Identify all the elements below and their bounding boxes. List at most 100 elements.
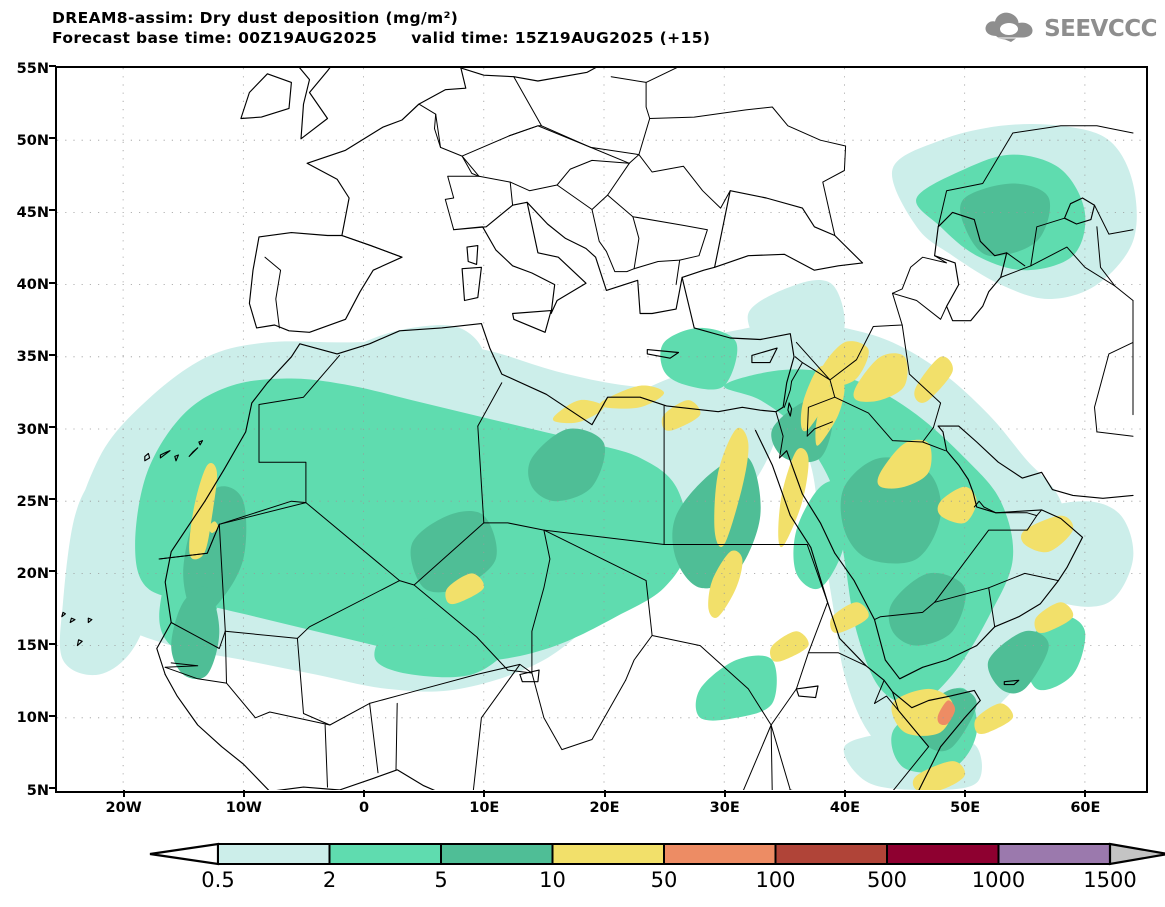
border-mauritania-west	[170, 523, 226, 649]
coastline-britain	[299, 68, 331, 140]
x-axis-label-10W: 10W	[225, 800, 262, 816]
coastline-iran-south	[937, 425, 1134, 499]
border-burkina-w	[296, 637, 331, 726]
colorbar-swatch-10-50	[551, 843, 665, 865]
x-axis-tick	[964, 790, 967, 797]
border-egypt-sudan-e	[806, 544, 829, 603]
coastline-cyprus	[751, 347, 778, 364]
dust-band-10-50-patch	[208, 521, 219, 533]
coastline-canary-w	[144, 452, 151, 462]
y-axis-label-5N: 5N	[26, 782, 49, 799]
colorbar-swatch-0.5-2	[217, 843, 331, 865]
dust-band-10-50-iraq	[877, 439, 932, 489]
coastline-gran-canaria	[174, 454, 179, 462]
coastline-sardinia	[461, 266, 482, 302]
seevccc-logo: SEEVCCC	[982, 10, 1157, 47]
border-kazakh-uzbek-e	[1094, 204, 1134, 235]
dust-band-5-10-libya-n	[528, 428, 606, 502]
y-axis-tick	[49, 65, 56, 67]
forecast-base-time: Forecast base time: 00Z19AUG2025	[52, 29, 378, 47]
border-uzbek-turkmen	[1096, 226, 1116, 287]
colorbar-tick-50: 50	[650, 868, 678, 892]
border-eritrea	[807, 652, 867, 667]
dust-band-10-50-syria	[853, 353, 908, 402]
coastline-west-europe	[306, 68, 467, 237]
x-axis-tick	[603, 790, 606, 797]
colorbar-tick-500: 500	[866, 868, 908, 892]
border-niger-south	[413, 584, 533, 674]
coastline-crete	[646, 349, 680, 359]
border-mali-north	[224, 580, 415, 639]
border-bulgaria	[632, 216, 708, 270]
dust-band-10-50-gulf	[937, 486, 977, 524]
colorbar: 0.5 2 5 10 50 100 500 1000 1500	[0, 838, 1165, 907]
y-axis-tick	[49, 642, 56, 645]
colorbar-tick-0.5: 0.5	[201, 868, 235, 892]
border-algeria-mali	[305, 502, 401, 582]
y-axis-tick	[49, 570, 56, 573]
dust-band-0.5-2-atlantic	[59, 456, 163, 676]
coastline-cape-verde-1	[61, 611, 66, 618]
colorbar-swatch-100-500	[774, 843, 888, 865]
y-axis-label-10N: 10N	[16, 710, 49, 727]
dust-band-50-100-horn-of-africa	[937, 700, 956, 726]
y-axis-tick	[49, 281, 56, 284]
colorbar-tick-1500: 1500	[1083, 868, 1137, 892]
country-border-layer	[158, 68, 1134, 790]
border-gambia	[164, 662, 199, 668]
y-axis-tick	[49, 714, 56, 717]
coastline-italy	[453, 201, 587, 315]
dust-band-0.5-2-turkey	[747, 280, 845, 362]
coastline-corsica	[466, 245, 479, 265]
coastline-cape-verde-4	[87, 617, 93, 624]
colorbar-under-arrow	[149, 842, 220, 866]
coastline-north-africa	[156, 323, 777, 676]
border-belgium	[434, 113, 441, 148]
y-axis-label-15N: 15N	[16, 638, 49, 655]
border-turkmenistan-uzbek	[1000, 246, 1134, 301]
dust-band-10-50-niger	[445, 573, 485, 605]
border-chad-south	[531, 672, 627, 751]
border-morocco-algeria	[258, 354, 340, 463]
coastline-fuerteventura	[188, 447, 199, 457]
map-frame	[55, 66, 1148, 793]
valid-time: valid time: 15Z19AUG2025 (+15)	[411, 29, 711, 47]
border-greece-turkey	[675, 259, 681, 286]
coastline-iberia	[248, 232, 403, 333]
border-austria-italy	[509, 181, 514, 206]
dust-band-5-10-arabia-c	[840, 457, 942, 564]
dust-band-10-50-oman	[1034, 602, 1074, 633]
coastline-sicily	[512, 310, 552, 333]
border-somaliland	[892, 691, 930, 748]
dust-contour-layer	[59, 124, 1137, 790]
x-axis-label-50E: 50E	[950, 800, 981, 816]
border-senegal	[164, 630, 227, 684]
dust-band-10-50-socotra	[974, 703, 1014, 734]
dust-band-5-10-senegal	[171, 586, 220, 680]
y-axis-label-40N: 40N	[16, 277, 49, 294]
border-benin-e	[395, 702, 398, 771]
border-yemen-saudi	[874, 601, 936, 621]
colorbar-swatch-1000-1500	[997, 843, 1111, 865]
coastline-lake-tana	[795, 685, 819, 699]
border-netherlands	[401, 103, 420, 121]
x-axis-label-30E: 30E	[709, 800, 740, 816]
dust-band-10-50-uae	[1021, 515, 1074, 553]
coastline-layer	[61, 68, 1134, 790]
border-libya-sudan	[543, 529, 665, 545]
y-axis-tick	[49, 787, 56, 789]
y-axis-tick	[49, 209, 56, 212]
x-axis-label-60E: 60E	[1070, 800, 1101, 816]
colorbar-tick-2: 2	[322, 868, 337, 892]
border-spain-france	[341, 235, 403, 258]
coastline-balkans-blacksea	[526, 201, 864, 315]
colorbar-tick-10: 10	[539, 868, 566, 892]
y-axis-tick	[49, 137, 56, 140]
coastline-levant	[681, 276, 795, 413]
dust-band-10-50-eritrea	[769, 631, 809, 662]
coastline-baltic	[460, 68, 597, 82]
border-togo-benin	[369, 702, 379, 774]
dust-band-10-50-sudan-e	[830, 602, 869, 633]
coastline-red-sea-horn	[754, 429, 981, 790]
border-ghana-w	[324, 724, 328, 788]
